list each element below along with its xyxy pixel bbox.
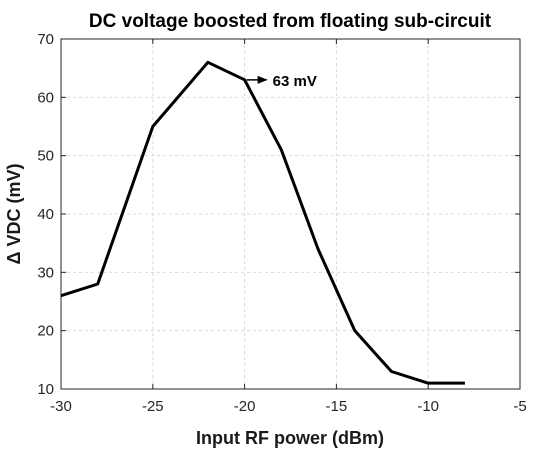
x-axis-label: Input RF power (dBm) <box>196 428 384 448</box>
x-tick-label: -15 <box>326 398 348 415</box>
y-axis-label: Δ VDC (mV) <box>4 164 24 265</box>
annotation-group: 63 mV <box>246 73 317 90</box>
y-tick-label: 70 <box>37 31 54 48</box>
y-tick-label: 30 <box>37 264 54 281</box>
y-tick-label: 50 <box>37 148 54 165</box>
x-tick-label: -20 <box>234 398 256 415</box>
y-tick-label: 20 <box>37 323 54 340</box>
x-tick-label: -5 <box>513 398 526 415</box>
y-tick-label: 10 <box>37 381 54 398</box>
annotation-label: 63 mV <box>273 73 317 90</box>
series-line <box>60 60 465 385</box>
y-tick-label: 40 <box>37 206 54 223</box>
series-group <box>60 60 465 385</box>
x-tick-label: -30 <box>50 398 72 415</box>
x-axis-ticks: -30 -25 -20 -15 -10 -5 <box>50 39 527 415</box>
x-tick-label: -25 <box>142 398 164 415</box>
y-grid <box>61 96 520 332</box>
chart-title: DC voltage boosted from floating sub-cir… <box>89 11 492 32</box>
y-axis-ticks: 10 20 30 40 50 60 70 <box>37 31 520 398</box>
x-tick-label: -10 <box>417 398 439 415</box>
y-tick-label: 60 <box>37 89 54 106</box>
plot-area: -30 -25 -20 -15 -10 -5 10 20 30 40 50 60 70 63 mV <box>37 31 526 415</box>
